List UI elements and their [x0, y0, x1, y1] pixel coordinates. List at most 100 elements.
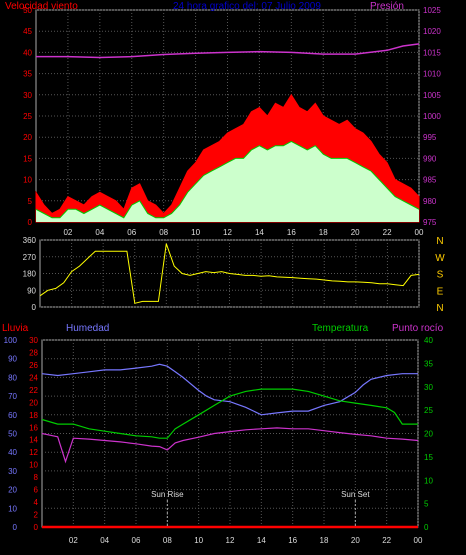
time-tick-label: 02 [63, 228, 72, 237]
rain-tick-label: 6 [34, 486, 39, 495]
pressure-axis: 975 980 985 990 995 1000 1005 1010 1015 1020 1025 [423, 6, 441, 227]
temperature-tick-label: 35 [424, 359, 433, 368]
direction-tick-label: 90 [27, 286, 36, 295]
pressure-tick-label: 1025 [423, 6, 441, 15]
humidity-tick-label: 80 [8, 373, 17, 382]
sun-markers: Sun Rise Sun Set [151, 490, 370, 527]
chart-title: 24 hora grafico del: 07 Julio 2009 [173, 1, 321, 12]
time-tick-label: 12 [223, 228, 232, 237]
pressure-tick-label: 1020 [423, 27, 441, 36]
rain-tick-label: 22 [29, 386, 38, 395]
rain-tick-label: 10 [29, 461, 38, 470]
compass-label: S [437, 270, 444, 281]
rain-tick-label: 0 [34, 523, 39, 532]
direction-tick-label: 360 [23, 236, 37, 245]
time-axis-bottom: 02 04 06 08 10 12 14 16 18 20 22 00 [69, 536, 423, 545]
temperature-tick-label: 15 [424, 453, 433, 462]
time-tick-label: 04 [95, 228, 104, 237]
rain-tick-label: 24 [29, 373, 38, 382]
wind-average-line [35, 140, 420, 219]
time-tick-label: 22 [382, 536, 391, 545]
temperature-tick-label: 10 [424, 476, 433, 485]
wind-tick-label: 35 [23, 70, 32, 79]
humidity-tick-label: 100 [4, 336, 18, 345]
pressure-tick-label: 990 [423, 154, 437, 163]
time-tick-label: 10 [194, 536, 203, 545]
humidity-temperature-plot [41, 363, 419, 529]
temperature-series [41, 388, 418, 439]
time-tick-label: 10 [191, 228, 200, 237]
time-tick-label: 12 [226, 536, 235, 545]
time-tick-label: 20 [351, 228, 360, 237]
pressure-tick-label: 1015 [423, 48, 441, 57]
humidity-label: Humedad [66, 323, 109, 334]
humidity-series [41, 363, 418, 416]
wind-speed-label: Velocidad viento [5, 1, 78, 12]
temperature-tick-label: 25 [424, 406, 433, 415]
wind-direction-plot [39, 243, 420, 304]
wind-tick-label: 50 [23, 6, 32, 15]
time-tick-label: 00 [415, 228, 424, 237]
wind-pressure-grid [36, 9, 420, 223]
temperature-tick-label: 5 [424, 500, 429, 509]
wind-direction-series [39, 243, 420, 304]
time-tick-label: 18 [320, 536, 329, 545]
pressure-series [36, 43, 420, 59]
time-tick-label: 14 [255, 228, 264, 237]
rain-tick-label: 16 [29, 423, 38, 432]
humidity-tick-label: 0 [13, 523, 18, 532]
humidity-tick-label: 70 [8, 392, 17, 401]
wind-pressure-plot [35, 43, 420, 223]
time-tick-label: 08 [163, 536, 172, 545]
rain-tick-label: 14 [29, 436, 38, 445]
wind-tick-label: 30 [23, 91, 32, 100]
pressure-tick-label: 1010 [423, 70, 441, 79]
dewpoint-label: Punto rocío [392, 323, 444, 334]
humidity-temperature-grid [42, 339, 419, 528]
humidity-tick-label: 20 [8, 486, 17, 495]
compass-label: N [436, 303, 443, 314]
rain-tick-label: 12 [29, 448, 38, 457]
sunrise-label: Sun Rise [151, 490, 184, 499]
temperature-tick-label: 0 [424, 523, 429, 532]
time-axis-top: 02 04 06 08 10 12 14 16 18 20 22 00 [63, 228, 424, 237]
humidity-axis: 0 10 20 30 40 50 60 70 80 90 100 [4, 336, 18, 532]
dewpoint-series [41, 427, 419, 464]
wind-tick-label: 45 [23, 27, 32, 36]
rain-tick-label: 8 [34, 473, 39, 482]
wind-tick-label: 10 [23, 176, 32, 185]
sunset-label: Sun Set [341, 490, 370, 499]
compass-label: E [437, 286, 444, 297]
humidity-tick-label: 60 [8, 411, 17, 420]
rain-label: Lluvia [2, 323, 29, 334]
wind-tick-label: 5 [28, 197, 33, 206]
temperature-axis: 0 5 10 15 20 25 30 35 40 [424, 336, 433, 532]
time-tick-label: 06 [132, 536, 141, 545]
temperature-label: Temperatura [312, 323, 369, 334]
time-tick-label: 18 [319, 228, 328, 237]
pressure-tick-label: 980 [423, 197, 437, 206]
time-tick-label: 16 [287, 228, 296, 237]
pressure-tick-label: 995 [423, 133, 437, 142]
wind-direction-axis: 0 90 180 270 360 [23, 236, 37, 312]
pressure-tick-label: 1000 [423, 112, 441, 121]
compass-label: N [436, 236, 443, 247]
time-tick-label: 16 [288, 536, 297, 545]
time-tick-label: 08 [159, 228, 168, 237]
time-tick-label: 06 [127, 228, 136, 237]
wind-tick-label: 0 [28, 218, 33, 227]
pressure-tick-label: 1005 [423, 91, 441, 100]
direction-tick-label: 180 [23, 270, 37, 279]
rain-tick-label: 4 [34, 498, 39, 507]
compass-label: W [435, 253, 445, 264]
time-tick-label: 00 [414, 536, 423, 545]
time-tick-label: 04 [100, 536, 109, 545]
rain-tick-label: 30 [29, 336, 38, 345]
rain-tick-label: 20 [29, 398, 38, 407]
time-tick-label: 02 [69, 536, 78, 545]
